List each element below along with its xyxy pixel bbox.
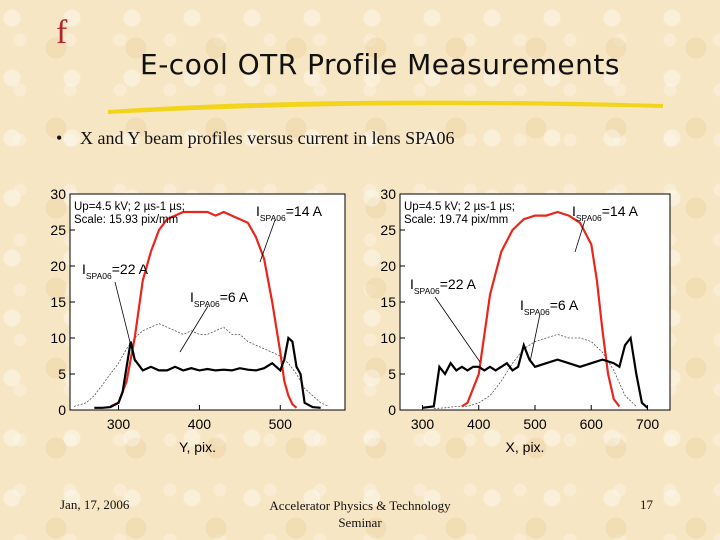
annotation-label: ISPA06=14 A (572, 203, 639, 223)
title-highlight-stroke (108, 100, 663, 114)
y-tick-label: 15 (380, 294, 396, 310)
plot-area (69, 193, 346, 411)
y-tick-label: 5 (388, 366, 396, 382)
y-tick-label: 0 (58, 402, 66, 418)
annotation-leader (259, 219, 276, 263)
footer-center: Accelerator Physics & Technology Seminar (250, 497, 470, 531)
x-tick-label: 500 (269, 416, 293, 432)
series-line-6a (73, 323, 329, 407)
y-tick-label: 25 (50, 222, 66, 238)
annotation-leader (114, 281, 136, 363)
annotation-leader (529, 313, 541, 363)
annotation-label: ISPA06=22 A (410, 276, 477, 296)
x-tick-label: 400 (467, 416, 491, 432)
x-axis-label: Y, pix. (179, 439, 216, 455)
y-tick-label: 30 (380, 186, 396, 202)
y-tick-label: 30 (50, 186, 66, 202)
annotation-leader (574, 219, 586, 253)
chart-info-line2: Scale: 19.74 pix/mm (404, 214, 508, 226)
annotation-label: ISPA06=14 A (256, 203, 323, 223)
series-line-22a (422, 335, 649, 409)
chart-y-profile: 0 5 10 15 20 25 30 300 400 500 Y, pix. Up=4.5 kV; 2… (40, 182, 360, 467)
series-line-6a (433, 333, 637, 409)
chart-x-profile: 0 5 10 15 20 25 30 300 400 500 600 700 X, pix. Up=4.5… (370, 182, 690, 467)
y-tick-label: 20 (50, 258, 66, 274)
chart-x-profile-svg: 0 5 10 15 20 25 30 300 400 500 600 700 X, pix. Up=4.5… (380, 186, 671, 455)
x-tick-label: 400 (188, 416, 212, 432)
chart-y-profile-svg: 0 5 10 15 20 25 30 300 400 500 Y, pix. Up=4.5 kV; 2… (50, 186, 346, 455)
y-tick-label: 5 (58, 366, 66, 382)
x-tick-label: 300 (107, 416, 131, 432)
footer-center-line1: Accelerator Physics & Technology (269, 498, 451, 513)
annotation-label: ISPA06=22 A (82, 261, 149, 281)
y-tick-label: 25 (380, 222, 396, 238)
y-tick-label: 10 (50, 330, 66, 346)
bullet-item: • X and Y beam profiles versus current in… (56, 128, 454, 149)
x-tick-label: 500 (523, 416, 547, 432)
x-tick-label: 600 (580, 416, 604, 432)
annotation-label: ISPA06=6 A (520, 297, 579, 317)
bullet-text: X and Y beam profiles versus current in … (80, 128, 455, 148)
y-tick-label: 0 (388, 402, 396, 418)
series-line-14a (461, 210, 621, 408)
chart-info-line2: Scale: 15.93 pix/mm (74, 214, 178, 226)
annotation-leader (179, 305, 209, 353)
slide-title: E-cool OTR Profile Measurements (140, 48, 620, 81)
footer-page-number: 17 (640, 497, 653, 512)
plot-area (399, 193, 671, 411)
y-tick-label: 15 (50, 294, 66, 310)
x-tick-label: 700 (636, 416, 660, 432)
logo: f (56, 14, 68, 51)
series-line-14a (109, 210, 298, 409)
y-tick-label: 20 (380, 258, 396, 274)
bullet-dot: • (56, 128, 63, 148)
x-axis-label: X, pix. (506, 439, 545, 455)
chart-info-line1: Up=4.5 kV; 2 µs-1 µs; (404, 201, 515, 213)
annotation-leader (434, 296, 481, 363)
footer-date: Jan, 17, 2006 (60, 497, 130, 512)
footer-center-line2: Seminar (338, 515, 382, 530)
series-line-22a (94, 335, 321, 409)
y-tick-label: 10 (380, 330, 396, 346)
chart-info-line1: Up=4.5 kV; 2 µs-1 µs; (74, 201, 185, 213)
x-tick-label: 300 (411, 416, 435, 432)
annotation-label: ISPA06=6 A (190, 289, 249, 309)
